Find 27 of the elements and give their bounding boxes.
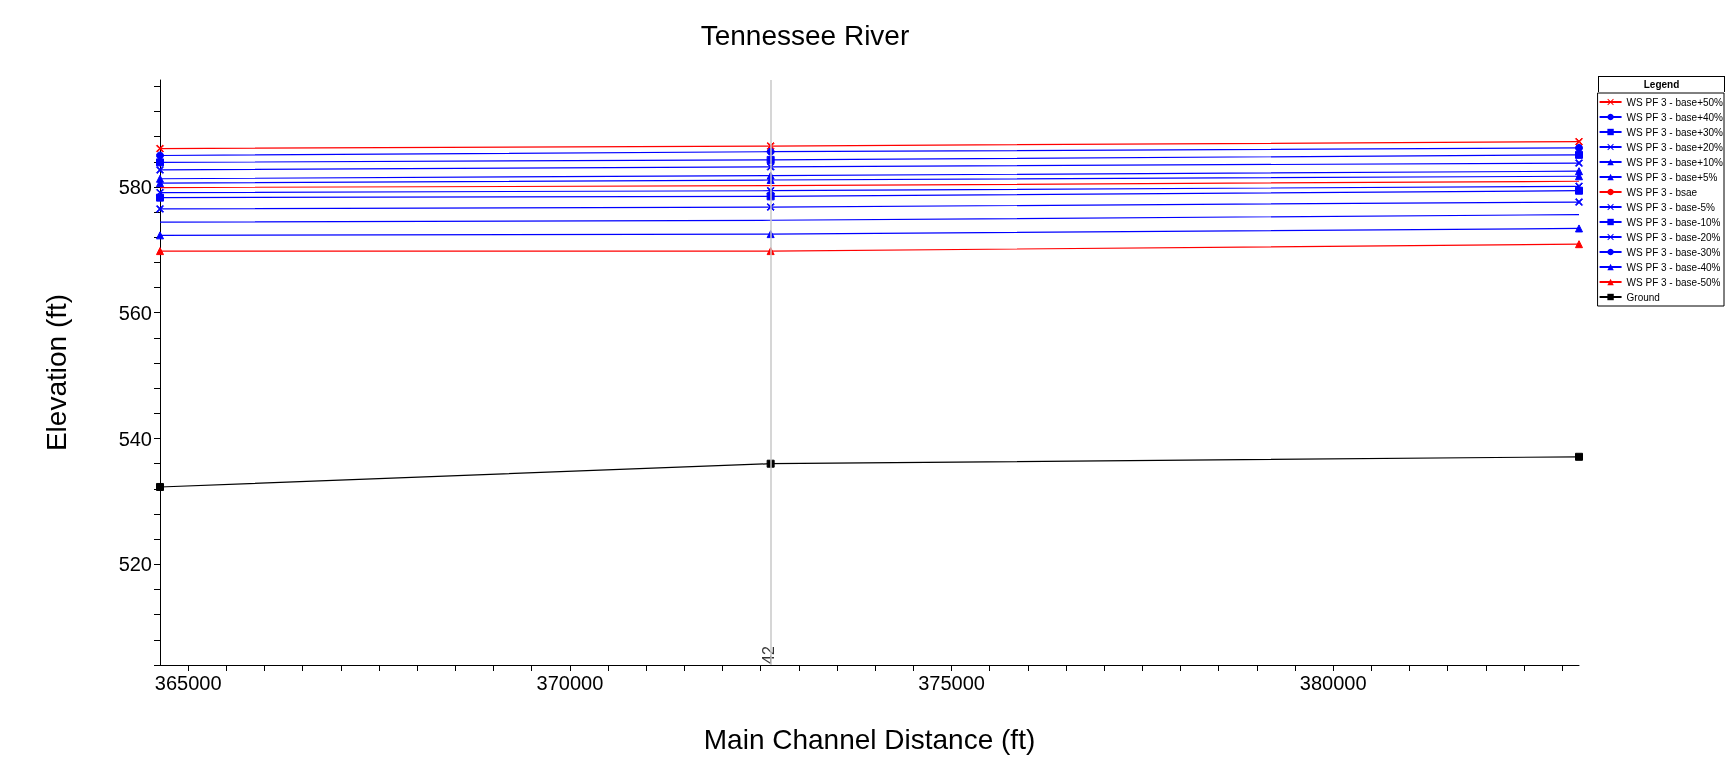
x-axis-title: Main Channel Distance (ft) bbox=[703, 723, 1036, 755]
x-tick-label: 370000 bbox=[536, 672, 604, 694]
chart-title: Tennessee River bbox=[700, 19, 910, 51]
legend-label: WS PF 3 - base+20% bbox=[1626, 141, 1724, 153]
legend-label: WS PF 3 - base+5% bbox=[1626, 171, 1718, 183]
legend-label: WS PF 3 - bsae bbox=[1626, 186, 1698, 198]
y-tick-label: 520 bbox=[118, 553, 152, 576]
legend-title: Legend bbox=[1598, 76, 1725, 92]
legend-label: WS PF 3 - base-10% bbox=[1626, 216, 1721, 228]
legend-label: WS PF 3 - base-30% bbox=[1626, 246, 1721, 258]
x-tick-label: 365000 bbox=[154, 672, 222, 694]
legend-label: WS PF 3 - base-50% bbox=[1626, 276, 1721, 288]
legend-label: WS PF 3 - base+40% bbox=[1626, 111, 1724, 123]
legend-label: WS PF 3 - base+10% bbox=[1626, 156, 1724, 168]
x-tick-label: 380000 bbox=[1299, 672, 1367, 694]
y-tick-label: 540 bbox=[118, 427, 152, 450]
legend-label: Ground bbox=[1626, 291, 1660, 303]
y-tick-label: 560 bbox=[118, 301, 152, 324]
legend-label: WS PF 3 - base-5% bbox=[1626, 201, 1716, 213]
legend-label: WS PF 3 - base-40% bbox=[1626, 261, 1721, 273]
annotation: 42 bbox=[760, 646, 778, 664]
legend-label: WS PF 3 - base+30% bbox=[1626, 126, 1724, 138]
y-axis-title: Elevation (ft) bbox=[40, 293, 72, 452]
legend-label: WS PF 3 - base-20% bbox=[1626, 231, 1721, 243]
legend-label: WS PF 3 - base+50% bbox=[1626, 96, 1724, 108]
y-tick-label: 580 bbox=[118, 175, 152, 198]
x-tick-label: 375000 bbox=[918, 672, 985, 694]
